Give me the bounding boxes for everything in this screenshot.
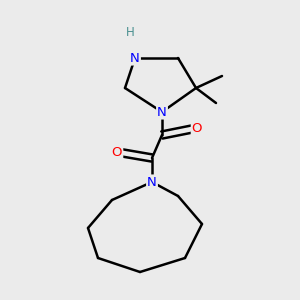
Text: O: O <box>112 146 122 158</box>
Text: O: O <box>192 122 202 134</box>
Text: N: N <box>157 106 167 118</box>
Text: H: H <box>126 26 134 38</box>
Text: N: N <box>147 176 157 188</box>
Text: N: N <box>130 52 140 64</box>
